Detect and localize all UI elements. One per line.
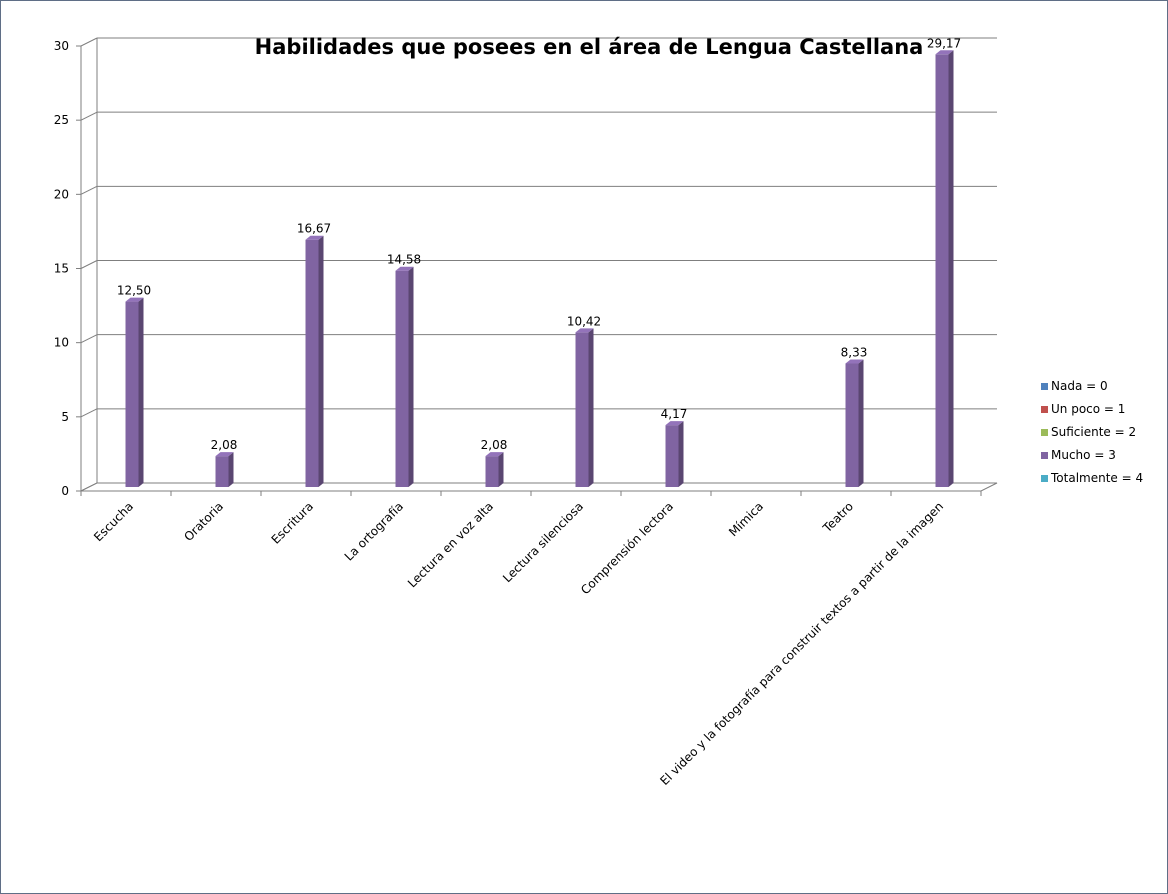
bar	[845, 359, 864, 487]
data-label: 14,58	[387, 253, 421, 267]
data-label: 8,33	[841, 345, 868, 359]
data-labels: 12,50 2,08 16,67 14,58 2,08 10,42 4,17 8,33 29,1…	[117, 36, 961, 452]
legend-swatch	[1041, 475, 1048, 482]
data-label: 29,17	[927, 36, 961, 50]
bar	[125, 297, 144, 487]
x-tick-label: Lectura silenciosa	[500, 499, 586, 585]
gridline-side-6	[80, 37, 98, 47]
legend-label: Totalmente = 4	[1050, 471, 1143, 485]
gridline-side-2	[80, 334, 98, 344]
legend-label: Suficiente = 2	[1051, 425, 1136, 439]
y-tick-label: 20	[54, 187, 69, 201]
legend-label: Nada = 0	[1051, 379, 1108, 393]
legend-label: Mucho = 3	[1051, 448, 1116, 462]
legend-swatch	[1041, 406, 1048, 413]
legend-item: Mucho = 3	[1041, 448, 1116, 462]
legend-swatch	[1041, 452, 1048, 459]
y-tick-label: 25	[54, 113, 69, 127]
x-tick-label: Teatro	[820, 499, 857, 536]
x-tick-label: Mímica	[726, 499, 766, 539]
gridlines	[80, 37, 997, 492]
x-tick-label: Oratoria	[181, 499, 226, 544]
legend-item: Totalmente = 4	[1041, 471, 1143, 485]
data-label: 16,67	[297, 222, 331, 236]
data-label: 2,08	[481, 438, 508, 452]
legend-item: Nada = 0	[1041, 379, 1108, 393]
data-label: 4,17	[661, 407, 688, 421]
x-tick-labels: Escucha Oratoria Escritura La ortografíaLec…	[91, 499, 946, 788]
bar	[395, 266, 414, 487]
legend: Nada = 0 Un poco = 1 Suficiente = 2 Mucho =…	[1041, 379, 1143, 485]
gridline-side-3	[80, 260, 98, 269]
bar	[575, 328, 594, 487]
data-label: 10,42	[567, 314, 601, 328]
chart-title: Habilidades que posees en el área de Len…	[255, 35, 924, 59]
x-tick-label: La ortografía	[342, 499, 406, 563]
bar	[215, 452, 234, 487]
x-tick-label: Escritura	[269, 499, 317, 547]
bar	[665, 421, 684, 487]
gridline-side-5	[80, 111, 98, 121]
bar	[305, 235, 324, 487]
y-tick-label: 0	[61, 484, 69, 498]
bar	[485, 452, 504, 487]
legend-item: Suficiente = 2	[1041, 425, 1136, 439]
legend-item: Un poco = 1	[1041, 402, 1125, 416]
x-tick-label: El video y la fotografía para construir …	[657, 499, 946, 788]
y-tick-label: 15	[54, 262, 69, 276]
y-tick-label: 5	[61, 410, 69, 424]
legend-label: Un poco = 1	[1051, 402, 1125, 416]
gridline-side-4	[80, 185, 98, 195]
y-tick-label: 30	[54, 39, 69, 53]
x-tick-label: Escucha	[91, 499, 136, 544]
data-label: 2,08	[211, 438, 238, 452]
gridline-side-1	[80, 408, 98, 418]
legend-swatch	[1041, 429, 1048, 436]
data-label: 12,50	[117, 284, 151, 298]
x-tick-label: Lectura en voz alta	[405, 499, 496, 590]
x-tick-label: Comprensión lectora	[578, 499, 676, 597]
bars	[125, 50, 954, 487]
y-tick-label: 10	[54, 336, 69, 350]
legend-swatch	[1041, 383, 1048, 390]
bar	[935, 50, 954, 487]
